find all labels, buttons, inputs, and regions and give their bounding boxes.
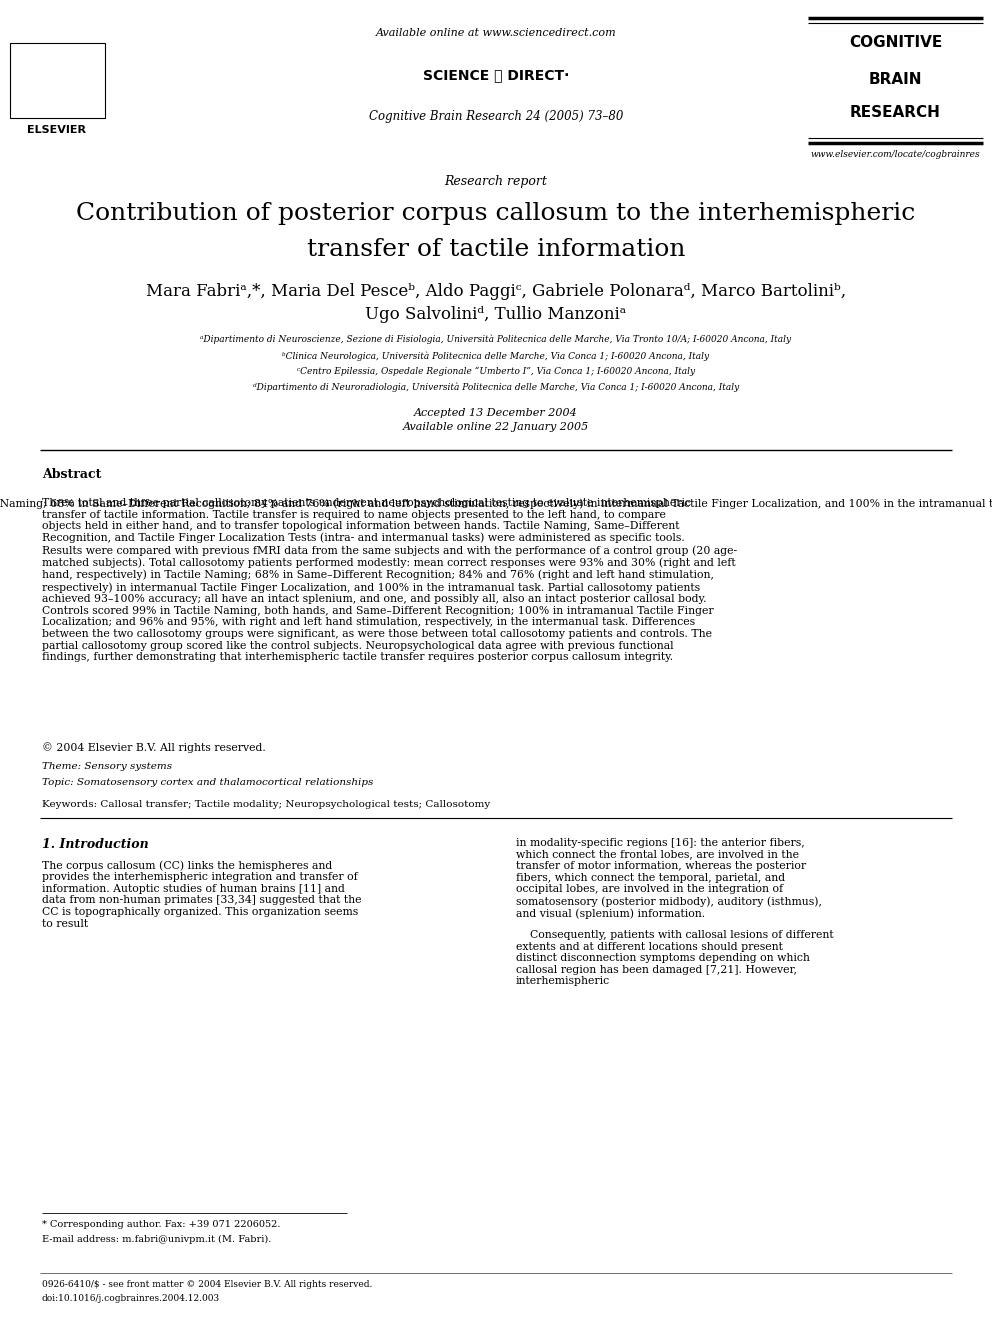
Text: Three total and three partial callosotomy patients underwent neuropsychological : Three total and three partial callosotom… [42,497,737,663]
Text: 0926-6410/$ - see front matter © 2004 Elsevier B.V. All rights reserved.: 0926-6410/$ - see front matter © 2004 El… [42,1279,372,1289]
Text: Theme: Sensory systems: Theme: Sensory systems [42,762,172,771]
Text: Available online 22 January 2005: Available online 22 January 2005 [403,422,589,433]
Text: Research report: Research report [444,175,548,188]
Text: Three total and three partial callosotomy patients underwent neuropsychological : Three total and three partial callosotom… [0,497,992,508]
Text: © 2004 Elsevier B.V. All rights reserved.: © 2004 Elsevier B.V. All rights reserved… [42,742,266,753]
Text: Contribution of posterior corpus callosum to the interhemispheric: Contribution of posterior corpus callosu… [76,202,916,225]
Bar [10,44,105,118]
Text: Keywords: Callosal transfer; Tactile modality; Neuropsychological tests; Calloso: Keywords: Callosal transfer; Tactile mod… [42,800,490,808]
Text: Available online at www.sciencedirect.com: Available online at www.sciencedirect.co… [376,28,616,38]
Text: ᵇClinica Neurologica, Università Politecnica delle Marche, Via Conca 1; I-60020 : ᵇClinica Neurologica, Università Politec… [283,351,709,360]
Text: Ugo Salvoliniᵈ, Tullio Manzoniᵃ: Ugo Salvoliniᵈ, Tullio Manzoniᵃ [365,306,627,323]
Text: Cognitive Brain Research 24 (2005) 73–80: Cognitive Brain Research 24 (2005) 73–80 [369,110,623,123]
Text: doi:10.1016/j.cogbrainres.2004.12.003: doi:10.1016/j.cogbrainres.2004.12.003 [42,1294,220,1303]
Text: BRAIN: BRAIN [869,71,923,87]
Text: RESEARCH: RESEARCH [850,105,941,120]
Text: SCIENCE ⓓ DIRECT·: SCIENCE ⓓ DIRECT· [423,67,569,82]
Text: The corpus callosum (CC) links the hemispheres and
provides the interhemispheric: The corpus callosum (CC) links the hemis… [42,860,361,929]
Text: ELSEVIER: ELSEVIER [28,124,86,135]
Text: Consequently, patients with callosal lesions of different
extents and at differe: Consequently, patients with callosal les… [516,930,833,987]
Text: E-mail address: m.fabri@univpm.it (M. Fabri).: E-mail address: m.fabri@univpm.it (M. Fa… [42,1234,271,1244]
Text: www.elsevier.com/locate/cogbrainres: www.elsevier.com/locate/cogbrainres [810,149,980,159]
Text: 1. Introduction: 1. Introduction [42,837,149,851]
Text: ᵈDipartimento di Neuroradiologia, Università Politecnica delle Marche, Via Conca: ᵈDipartimento di Neuroradiologia, Univer… [253,382,739,393]
Text: * Corresponding author. Fax: +39 071 2206052.: * Corresponding author. Fax: +39 071 220… [42,1220,280,1229]
Text: Abstract: Abstract [42,468,101,482]
Text: Accepted 13 December 2004: Accepted 13 December 2004 [414,407,578,418]
Text: Topic: Somatosensory cortex and thalamocortical relationships: Topic: Somatosensory cortex and thalamoc… [42,778,373,787]
Text: in modality-specific regions [16]: the anterior fibers,
which connect the fronta: in modality-specific regions [16]: the a… [516,837,821,919]
Text: Mara Fabriᵃ,*, Maria Del Pesceᵇ, Aldo Paggiᶜ, Gabriele Polonaraᵈ, Marco Bartolin: Mara Fabriᵃ,*, Maria Del Pesceᵇ, Aldo Pa… [146,283,846,300]
Text: COGNITIVE: COGNITIVE [849,34,942,50]
Text: ᶜCentro Epilessia, Ospedale Regionale “Umberto I”, Via Conca 1; I-60020 Ancona, : ᶜCentro Epilessia, Ospedale Regionale “U… [297,366,695,376]
Text: transfer of tactile information: transfer of tactile information [307,238,685,261]
Text: ᵃDipartimento di Neuroscienze, Sezione di Fisiologia, Università Politecnica del: ᵃDipartimento di Neuroscienze, Sezione d… [200,335,792,344]
